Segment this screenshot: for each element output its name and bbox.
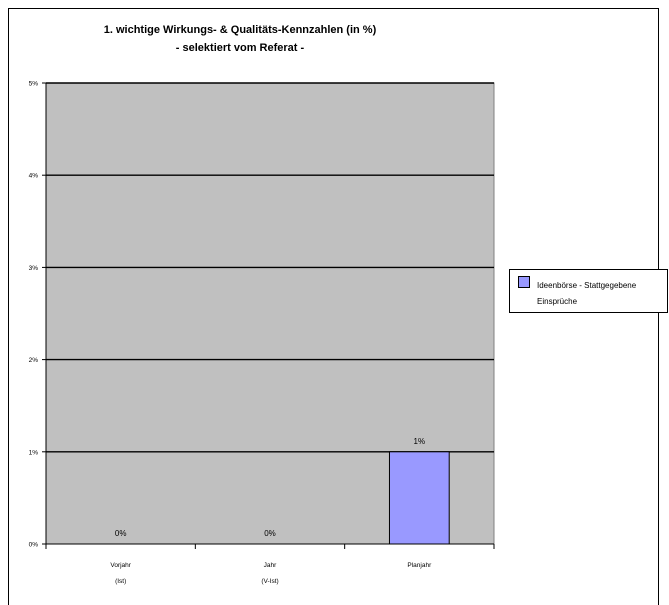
bar — [388, 451, 450, 545]
legend-swatch — [518, 276, 530, 288]
data-label: 1% — [414, 437, 426, 446]
x-tick-label: Planjahr — [407, 562, 432, 569]
y-tick-label: 3% — [29, 265, 39, 272]
chart-subtitle: - selektiert vom Referat - — [175, 42, 305, 54]
y-tick-label: 1% — [29, 449, 39, 456]
legend-label: Ideenbörse - Stattgegebene Einsprüche — [537, 281, 637, 306]
data-label: 0% — [264, 529, 276, 538]
legend: Ideenbörse - Stattgegebene Einsprüche — [509, 269, 668, 313]
x-tick-label: Jahr — [264, 562, 277, 569]
x-tick-label: (V-Ist) — [261, 578, 278, 585]
y-tick-label: 5% — [29, 81, 39, 88]
data-label: 0% — [115, 529, 127, 538]
x-tick-label: (Ist) — [115, 578, 126, 585]
y-tick-label: 4% — [29, 173, 39, 180]
chart-title: 1. wichtige Wirkungs- & Qualitäts-Kennza… — [103, 24, 377, 36]
y-tick-label: 0% — [29, 542, 39, 549]
x-tick-label: Vorjahr — [110, 562, 131, 569]
y-tick-label: 2% — [29, 357, 39, 364]
